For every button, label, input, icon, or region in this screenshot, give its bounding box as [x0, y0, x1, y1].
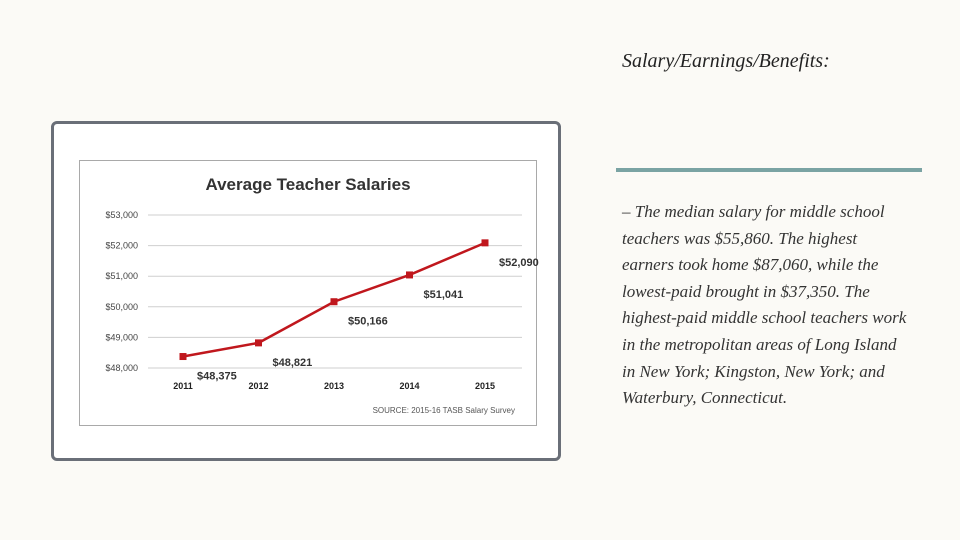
x-tick-label: 2014 [399, 381, 419, 391]
data-label: $48,375 [197, 371, 237, 383]
x-tick-label: 2013 [324, 381, 344, 391]
data-point [406, 271, 413, 279]
y-tick-label: $49,000 [105, 332, 138, 342]
data-label: $50,166 [348, 316, 388, 328]
y-tick-label: $53,000 [105, 210, 138, 220]
y-tick-label: $50,000 [105, 302, 138, 312]
y-tick-labels: $48,000 $49,000 $50,000 $51,000 $52,000 $53,0… [105, 210, 138, 373]
data-label: $51,041 [424, 289, 464, 301]
data-point [255, 339, 262, 347]
x-tick-label: 2012 [248, 381, 268, 391]
chart-container [79, 160, 537, 426]
chart-title: Average Teacher Salaries [205, 175, 410, 194]
data-point [330, 298, 338, 306]
data-points [179, 239, 489, 361]
chart-source: SOURCE: 2015-16 TASB Salary Survey [373, 406, 515, 415]
data-label: $52,090 [499, 257, 539, 269]
title-divider [616, 168, 922, 172]
slide-body-text: – The median salary for middle school te… [622, 202, 907, 408]
x-tick-labels: 2011 2012 2013 2014 2015 [173, 381, 495, 391]
x-tick-label: 2011 [173, 381, 193, 391]
y-tick-label: $51,000 [105, 271, 138, 281]
y-tick-label: $48,000 [105, 363, 138, 373]
data-point [179, 353, 187, 361]
slide-title: Salary/Earnings/Benefits: [622, 50, 830, 72]
data-point [481, 239, 489, 247]
gridlines [148, 214, 522, 369]
x-tick-label: 2015 [475, 381, 495, 391]
y-tick-label: $52,000 [105, 241, 138, 251]
data-labels: $48,375 $48,821 $50,166 $51,041 $52,090 [197, 257, 539, 383]
data-label: $48,821 [273, 357, 313, 369]
